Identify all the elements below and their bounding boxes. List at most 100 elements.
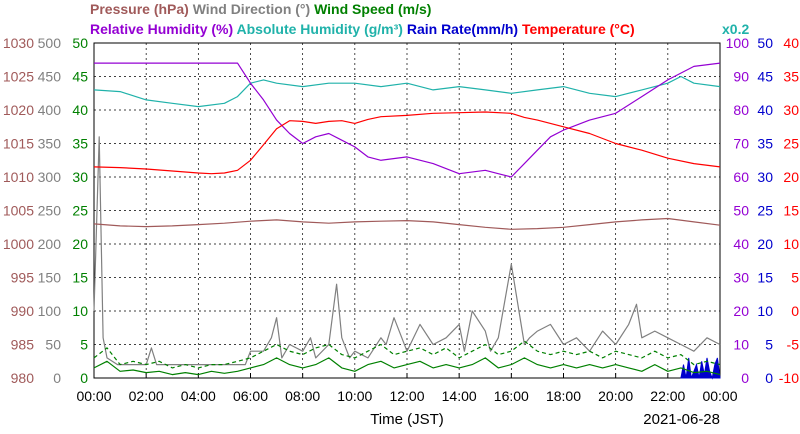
right-tick-rain-rate: 25 — [757, 203, 773, 219]
left-tick-wind-direction: 350 — [38, 136, 62, 152]
x-tick-label: 08:00 — [285, 388, 320, 404]
svg-text:Pressure (hPa) Wind Direction: Pressure (hPa) Wind Direction (°) Wind S… — [90, 1, 431, 17]
left-tick-wind-direction: 450 — [38, 69, 62, 85]
left-tick-wind-direction: 400 — [38, 102, 62, 118]
left-tick-wind-speed: 15 — [72, 270, 88, 286]
left-tick-wind-speed: 45 — [72, 69, 88, 85]
x-tick-label: 02:00 — [129, 388, 164, 404]
left-tick-pressure: 980 — [11, 370, 35, 386]
right-tick-relative-humidity: 70 — [733, 136, 749, 152]
left-tick-wind-speed: 25 — [72, 203, 88, 219]
series-wind-speed-gust — [93, 340, 721, 369]
right-tick-temperature: 40 — [783, 35, 799, 51]
right-tick-relative-humidity: 40 — [733, 236, 749, 252]
left-tick-wind-direction: 300 — [38, 169, 62, 185]
series-wind-direction — [93, 136, 721, 366]
right-tick-rain-rate: 50 — [757, 35, 773, 51]
left-tick-wind-speed: 40 — [72, 102, 88, 118]
right-tick-relative-humidity: 0 — [741, 370, 749, 386]
left-tick-pressure: 1000 — [3, 236, 34, 252]
series-rain-rate — [680, 357, 721, 380]
title-rain-rate-mm-h: Rain Rate(mm/h) — [403, 21, 518, 37]
right-tick-rain-rate: 5 — [765, 337, 773, 353]
left-tick-pressure: 985 — [11, 337, 35, 353]
left-tick-wind-direction: 500 — [38, 35, 62, 51]
left-tick-pressure: 995 — [11, 270, 35, 286]
title-absolute-humidity-g-m: Absolute Humidity (g/m³) — [233, 21, 403, 37]
left-tick-wind-direction: 100 — [38, 303, 62, 319]
right-tick-relative-humidity: 10 — [733, 337, 749, 353]
left-tick-wind-speed: 35 — [72, 136, 88, 152]
chart-title-row-1: Pressure (hPa) Wind Direction (°) Wind S… — [90, 1, 431, 17]
x-tick-label: 06:00 — [233, 388, 268, 404]
right-tick-relative-humidity: 20 — [733, 303, 749, 319]
title-temperature-c: Temperature (°C) — [518, 21, 635, 37]
right-tick-rain-rate: 40 — [757, 102, 773, 118]
left-tick-pressure: 1010 — [3, 169, 34, 185]
x-tick-label: 14:00 — [442, 388, 477, 404]
x-tick-label: 12:00 — [389, 388, 424, 404]
x-axis-label: Time (JST) — [370, 411, 444, 428]
series-absolute-humidity — [93, 75, 721, 108]
right-tick-relative-humidity: 90 — [733, 69, 749, 85]
right-tick-relative-humidity: 100 — [726, 35, 750, 51]
left-tick-wind-speed: 30 — [72, 169, 88, 185]
right-tick-temperature: 0 — [791, 303, 799, 319]
left-tick-wind-speed: 0 — [80, 370, 88, 386]
left-tick-wind-speed: 5 — [80, 337, 88, 353]
x-tick-label: 10:00 — [337, 388, 372, 404]
right-tick-rain-rate: 0 — [765, 370, 773, 386]
right-tick-temperature: 5 — [791, 270, 799, 286]
left-tick-wind-speed: 50 — [72, 35, 88, 51]
right-tick-rain-rate: 30 — [757, 169, 773, 185]
left-tick-pressure: 1015 — [3, 136, 34, 152]
left-tick-wind-direction: 0 — [53, 370, 61, 386]
series-temperature — [93, 111, 721, 175]
left-tick-wind-speed: 10 — [72, 303, 88, 319]
date-label: 2021-06-28 — [643, 411, 720, 428]
right-tick-relative-humidity: 50 — [733, 203, 749, 219]
svg-text:Relative Humidity (%) Absolut: Relative Humidity (%) Absolute Humidity … — [90, 21, 635, 37]
x-tick-label: 16:00 — [494, 388, 529, 404]
right-tick-temperature: 25 — [783, 136, 799, 152]
left-tick-pressure: 1025 — [3, 69, 34, 85]
title-wind-speed-m-s: Wind Speed (m/s) — [310, 1, 431, 17]
scale-note: x0.2 — [722, 21, 749, 37]
right-tick-temperature: 20 — [783, 169, 799, 185]
x-axis-ticks: 00:00 02:00 04:00 06:00 08:00 10:00 12:00 14:00… — [76, 373, 738, 404]
x-tick-label: 20:00 — [598, 388, 633, 404]
right-tick-relative-humidity: 60 — [733, 169, 749, 185]
right-tick-temperature: -5 — [787, 337, 800, 353]
left-tick-wind-direction: 150 — [38, 270, 62, 286]
x-tick-label: 04:00 — [181, 388, 216, 404]
left-tick-wind-direction: 200 — [38, 236, 62, 252]
right-tick-temperature: 10 — [783, 236, 799, 252]
left-tick-pressure: 1005 — [3, 203, 34, 219]
x-tick-label: 00:00 — [702, 388, 737, 404]
series-relative-humidity — [94, 62, 721, 178]
chart-title-row-2: Relative Humidity (%) Absolute Humidity … — [90, 21, 635, 37]
series-wind-speed — [93, 357, 721, 376]
right-tick-rain-rate: 45 — [757, 69, 773, 85]
right-tick-temperature: 35 — [783, 69, 799, 85]
right-tick-rain-rate: 35 — [757, 136, 773, 152]
right-tick-relative-humidity: 30 — [733, 270, 749, 286]
title-pressure-hpa: Pressure (hPa) — [90, 1, 189, 17]
right-tick-rain-rate: 15 — [757, 270, 773, 286]
right-tick-relative-humidity: 80 — [733, 102, 749, 118]
right-tick-rain-rate: 20 — [757, 236, 773, 252]
plot-series — [93, 62, 721, 380]
title-relative-humidity: Relative Humidity (%) — [90, 21, 233, 37]
right-tick-temperature: -10 — [779, 370, 799, 386]
left-tick-wind-direction: 50 — [45, 337, 61, 353]
left-tick-wind-speed: 20 — [72, 236, 88, 252]
series-pressure — [93, 217, 721, 230]
left-tick-wind-direction: 250 — [38, 203, 62, 219]
x-tick-label: 00:00 — [76, 388, 111, 404]
right-tick-temperature: 15 — [783, 203, 799, 219]
right-tick-rain-rate: 10 — [757, 303, 773, 319]
left-tick-pressure: 1030 — [3, 35, 34, 51]
right-axis-ticks: 1009080706050403020100504540353025201510… — [726, 35, 800, 386]
x-tick-label: 22:00 — [650, 388, 685, 404]
